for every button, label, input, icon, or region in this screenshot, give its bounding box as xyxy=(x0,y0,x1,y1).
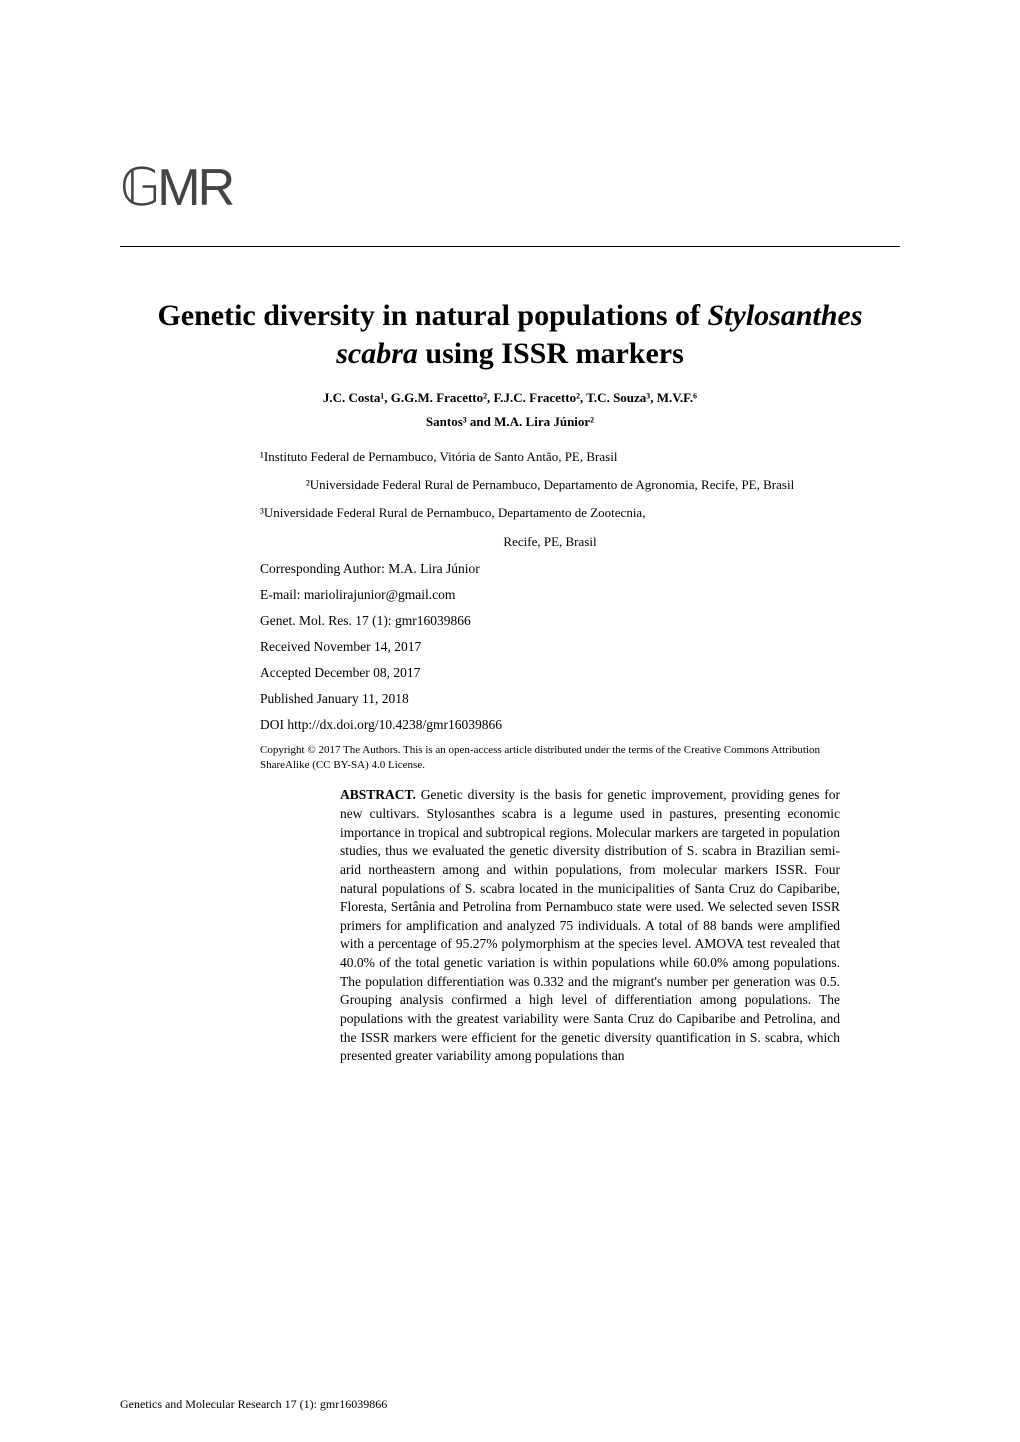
gmr-logo-svg: 𝔾MR xyxy=(120,160,260,218)
affiliation-3b: Recife, PE, Brasil xyxy=(260,533,840,551)
page-footer: Genetics and Molecular Research 17 (1): … xyxy=(120,1397,387,1412)
journal-logo: 𝔾MR xyxy=(120,160,900,231)
published-date: Published January 11, 2018 xyxy=(260,691,840,707)
affiliation-2: ²Universidade Federal Rural de Pernambuc… xyxy=(260,476,840,494)
received-date: Received November 14, 2017 xyxy=(260,639,840,655)
abstract-block: ABSTRACT. Genetic diversity is the basis… xyxy=(340,786,840,1065)
corresponding-author: Corresponding Author: M.A. Lira Júnior xyxy=(260,561,840,577)
accepted-date: Accepted December 08, 2017 xyxy=(260,665,840,681)
copyright-notice: Copyright © 2017 The Authors. This is an… xyxy=(260,743,840,773)
abstract-text: Genetic diversity is the basis for genet… xyxy=(340,787,840,1063)
logo-text: 𝔾MR xyxy=(120,167,260,230)
article-title: Genetic diversity in natural populations… xyxy=(120,297,900,372)
affiliations-block: ¹Instituto Federal de Pernambuco, Vitóri… xyxy=(260,448,840,551)
svg-text:𝔾MR: 𝔾MR xyxy=(120,160,234,217)
header-divider xyxy=(120,246,900,247)
abstract-label: ABSTRACT. xyxy=(340,787,416,802)
title-part1: Genetic diversity in natural populations… xyxy=(157,299,707,332)
affiliation-1: ¹Instituto Federal de Pernambuco, Vitóri… xyxy=(260,448,840,466)
authors-line1: J.C. Costa¹, G.G.M. Fracetto², F.J.C. Fr… xyxy=(120,390,900,406)
email: E-mail: mariolirajunior@gmail.com xyxy=(260,587,840,603)
meta-block: Corresponding Author: M.A. Lira Júnior E… xyxy=(260,561,840,733)
doi: DOI http://dx.doi.org/10.4238/gmr1603986… xyxy=(260,717,840,733)
journal-ref: Genet. Mol. Res. 17 (1): gmr16039866 xyxy=(260,613,840,629)
authors-line2: Santos³ and M.A. Lira Júnior² xyxy=(120,414,900,430)
title-part2: using ISSR markers xyxy=(418,337,684,370)
affiliation-3: ³Universidade Federal Rural de Pernambuc… xyxy=(260,504,840,522)
